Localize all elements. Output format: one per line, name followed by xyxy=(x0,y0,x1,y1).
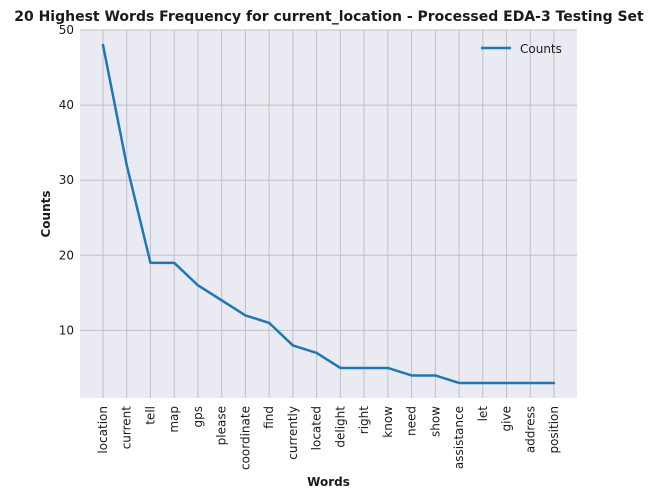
x-axis-label: Words xyxy=(307,475,350,489)
x-tick-label: please xyxy=(215,406,229,445)
x-tick-label: tell xyxy=(143,406,157,425)
legend: Counts xyxy=(481,42,562,56)
x-axis-ticks: location current tell map gps please coordinat… xyxy=(96,406,561,470)
x-tick-label: location xyxy=(96,406,110,454)
x-tick-label: coordinate xyxy=(238,406,252,470)
x-tick-label: currently xyxy=(286,406,300,460)
plot-area xyxy=(80,30,577,398)
x-tick-label: current xyxy=(120,406,134,450)
x-tick-label: position xyxy=(547,406,561,454)
x-tick-label: gps xyxy=(191,406,205,428)
y-tick-label: 50 xyxy=(59,23,74,37)
x-tick-label: give xyxy=(500,406,514,431)
x-tick-label: need xyxy=(405,406,419,436)
y-axis-ticks: 10 20 30 40 50 xyxy=(59,23,74,337)
legend-label: Counts xyxy=(520,42,562,56)
chart-title: 20 Highest Words Frequency for current_l… xyxy=(14,9,644,25)
x-tick-label: know xyxy=(381,406,395,438)
x-tick-label: show xyxy=(428,406,442,437)
y-axis-label: Counts xyxy=(39,190,53,237)
y-tick-label: 10 xyxy=(59,323,74,337)
x-tick-label: let xyxy=(476,406,490,422)
x-tick-label: find xyxy=(262,406,276,429)
x-tick-label: address xyxy=(523,406,537,453)
series-group xyxy=(101,43,556,385)
x-tick-label: assistance xyxy=(452,406,466,469)
x-tick-label: located xyxy=(310,406,324,450)
x-tick-label: delight xyxy=(333,406,347,448)
x-tick-label: map xyxy=(167,406,181,433)
grid-lines xyxy=(80,29,577,398)
y-tick-label: 30 xyxy=(59,173,74,187)
x-tick-label: right xyxy=(357,406,371,434)
y-tick-label: 20 xyxy=(59,248,74,262)
series-line xyxy=(101,43,556,385)
y-tick-label: 40 xyxy=(59,98,74,112)
